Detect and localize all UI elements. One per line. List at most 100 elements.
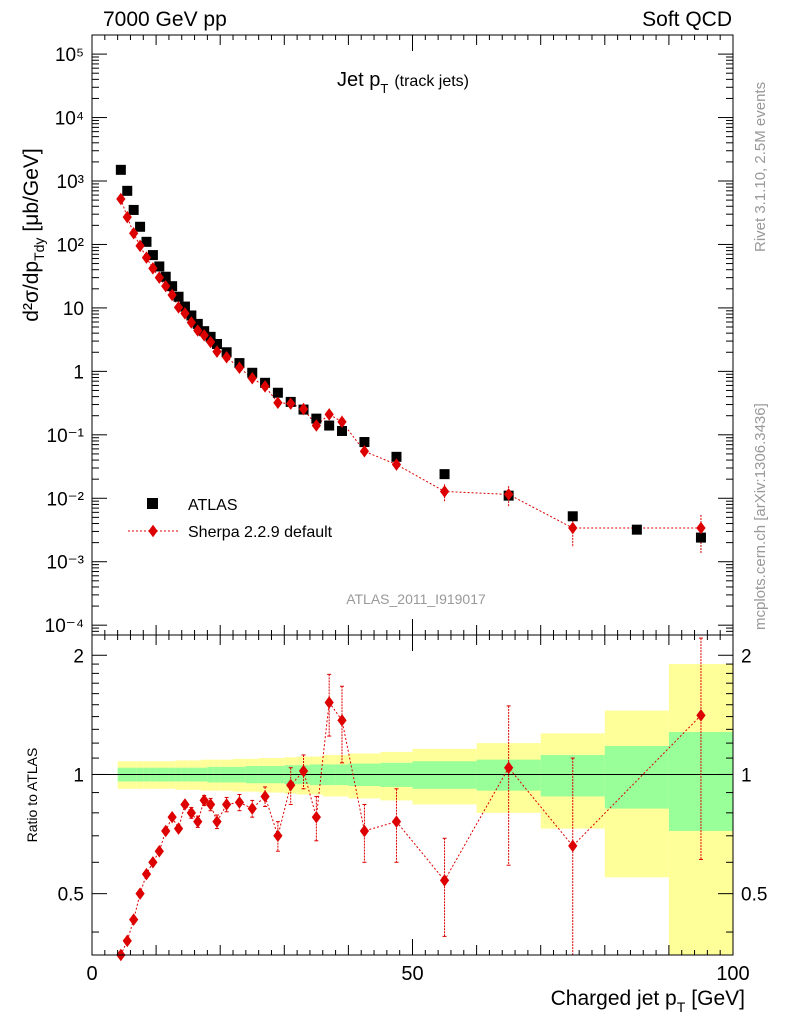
inner-band-bin [604,745,669,809]
chart-title: Jet pT (track jets) [337,69,469,96]
y-tick-label: 10⁻⁴ [45,616,84,637]
sherpa-point [193,324,203,337]
x-tick-label: 0 [86,963,97,985]
x-axis-label: Charged jet pT [GeV] [551,987,745,1015]
sherpa-point [161,279,171,293]
sherpa-point [504,488,514,501]
legend: ATLAS Sherpa 2.2.9 default [128,497,333,541]
sherpa-point [696,521,706,535]
y-tick-label: 10⁵ [55,45,84,66]
ratio-uncertainty-bands [92,664,733,955]
atlas-point [160,271,171,282]
ratio-point [247,802,257,815]
sherpa-point [205,335,216,349]
atlas-point [631,524,642,535]
ratio-point [186,806,196,820]
atlas-point [141,236,152,247]
ratio-point [135,887,145,900]
atlas-point [122,185,133,196]
y-tick-label: 10⁻¹ [47,426,85,447]
legend-atlas-marker [147,498,158,509]
sherpa-point [337,415,347,429]
plot-labels: Jet pT (track jets) d²σ/dpTdy[μb/GeV] Charg… [20,69,745,1015]
y-tick-label: 1 [73,362,84,383]
ratio-point [199,794,209,807]
main-frame [91,34,734,636]
atlas-point [179,301,190,312]
atlas-point [135,221,146,232]
y-tick-label: 10³ [57,172,84,193]
sherpa-line [120,198,701,529]
ratio-point [154,844,164,858]
ratio-point [148,856,158,869]
atlas-point [128,204,139,215]
atlas-point [186,310,197,321]
ratio-point [504,761,514,774]
sherpa-point [135,239,145,253]
sherpa-point [141,251,152,264]
sherpa-point [199,329,209,342]
sherpa-point [359,445,370,458]
atlas-point [439,469,450,480]
ratio-point [167,810,177,824]
ratio-y-tick-label: 0.5 [58,885,84,906]
sherpa-point [154,271,164,284]
atlas-point [567,511,578,522]
main-data-points [115,164,706,554]
sherpa-point [116,192,126,206]
ratio-y-tick-label-right: 0.5 [741,885,767,906]
ratio-point [173,822,184,835]
sherpa-point [186,316,196,329]
y-axis-label: d²σ/dpTdy[μb/GeV] [20,148,47,321]
atlas-point [336,425,347,436]
sherpa-point [221,350,232,364]
sherpa-point [148,262,158,275]
atlas-point [192,318,203,329]
atlas-point [147,250,158,261]
sherpa-point [122,210,132,224]
header-right: Soft QCD [642,8,732,31]
x-tick-label: 100 [716,963,749,985]
y-tick-label: 10⁻² [47,489,85,510]
atlas-point [211,338,222,349]
ratio-point [260,790,270,803]
sherpa-point [286,397,296,410]
sherpa-point [173,301,184,314]
ratio-point [193,815,203,828]
sherpa-point [324,408,334,421]
y-tick-label: 10⁻³ [47,553,85,574]
atlas-point [324,420,335,431]
atlas-point [391,451,402,462]
ratio-point [234,796,245,809]
ratio-y-axis-label: Ratio to ATLAS [24,748,40,843]
ratio-y-tick-label-right: 2 [741,646,752,667]
ratio-point [161,824,171,838]
ratio-point [311,810,321,824]
legend-sherpa-label: Sherpa 2.2.9 default [188,524,333,541]
ratio-point [141,867,152,881]
atlas-point [173,291,184,302]
ratio-point [221,798,232,811]
x-tick-label: 50 [401,963,423,985]
sherpa-point [129,227,139,240]
atlas-point [167,281,178,292]
ratio-point [439,874,450,887]
y-tick-label: 10⁴ [55,109,84,130]
ratio-point [337,714,347,727]
atlas-point [154,261,165,272]
ratio-point [129,913,139,926]
atlas-point [115,164,126,175]
ratio-point [180,798,190,811]
atlas-point [311,413,322,424]
sherpa-point [273,396,283,410]
sherpa-point [180,307,190,320]
sherpa-point [167,288,177,302]
analysis-tag: ATLAS_2011_I919017 [346,591,486,607]
ratio-point [391,815,402,828]
ratio-point [122,934,132,948]
ratio-y-tick-label-right: 1 [741,765,752,786]
y-tick-label: 10² [57,235,84,256]
sherpa-point [311,419,321,432]
ratio-point [696,709,706,722]
ratio-point [212,815,222,828]
